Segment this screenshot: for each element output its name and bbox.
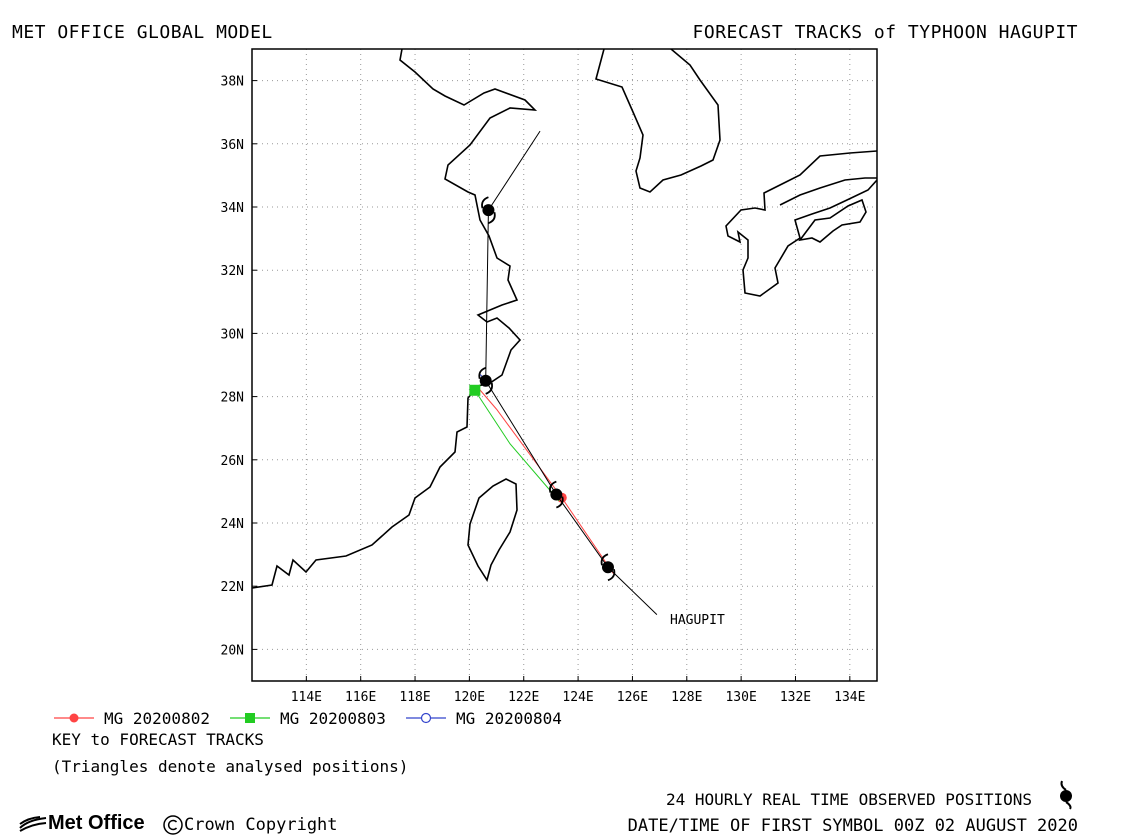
forecast-title: FORECAST TRACKS of TYPHOON HAGUPIT: [692, 22, 1078, 43]
forecast-point-green: [469, 384, 481, 396]
legend-label: MG 20200804: [455, 708, 562, 728]
coastline-honshu-inner: [779, 177, 877, 206]
tick-label-lon: 128E: [671, 690, 702, 705]
coastline-shikoku: [798, 198, 867, 243]
tracks: [469, 130, 658, 615]
tick-label-lon: 124E: [562, 690, 593, 705]
tick-label-lat: 28N: [221, 391, 244, 406]
typhoon-symbol-arm: [478, 366, 487, 380]
observed-track-line: [485, 130, 658, 615]
tick-label-lon: 114E: [291, 690, 322, 705]
typhoon-symbol-icon: [478, 366, 493, 395]
legend-marker-red: [54, 713, 94, 723]
first-symbol-datetime: DATE/TIME OF FIRST SYMBOL 00Z 02 AUGUST …: [627, 816, 1078, 836]
tick-label-lon: 134E: [834, 690, 865, 705]
track-legend: MG 20200802 MG 20200803 MG 20200804: [52, 706, 580, 730]
axis-ticks: 114E 116E 118E 120E 122E 124E 126E 128E 130E 132E…: [221, 75, 866, 705]
typhoon-symbol-arm: [600, 553, 609, 566]
tick-label-lat: 34N: [221, 201, 244, 216]
typhoon-symbol-core: [482, 204, 495, 217]
typhoon-symbol-icon: [1060, 780, 1072, 810]
coastlines: [252, 49, 877, 589]
legend-entry-20200802: MG 20200802: [52, 709, 210, 728]
coastline-china: [252, 49, 538, 589]
met-office-logo-icon: [19, 815, 47, 832]
tick-label-lon: 126E: [617, 690, 648, 705]
map-grid: [252, 49, 877, 681]
coastline-japan: [725, 150, 877, 297]
brand-name: Met Office: [48, 812, 145, 834]
legend-label: MG 20200803: [279, 708, 386, 728]
typhoon-symbol-arm: [555, 496, 564, 509]
forecast-track-line: [474, 390, 560, 502]
storm-name-label: HAGUPIT: [670, 613, 725, 628]
legend-marker-blue: [405, 712, 446, 724]
typhoon-symbol-icon: [481, 196, 496, 225]
typhoon-symbol-arm: [549, 480, 557, 493]
typhoon-symbol-arm: [488, 211, 496, 225]
forecast-track-line: [477, 386, 614, 574]
tick-label-lat: 24N: [221, 517, 244, 532]
copyright-notice: Crown Copyright: [162, 814, 338, 836]
tick-label-lon: 132E: [780, 690, 811, 705]
typhoon-symbol-core: [550, 488, 563, 501]
key-title: KEY to FORECAST TRACKS: [52, 730, 264, 749]
tick-label-lat: 20N: [221, 643, 244, 658]
tick-label-lat: 36N: [221, 138, 244, 153]
copyright-icon: [163, 815, 183, 835]
tick-label-lon: 116E: [345, 690, 376, 705]
legend-entry-20200804: MG 20200804: [404, 709, 562, 728]
copyright-text: Crown Copyright: [184, 815, 338, 835]
typhoon-symbol-icon: [549, 480, 564, 509]
tick-label-lat: 26N: [221, 454, 244, 469]
tick-label-lat: 30N: [221, 327, 244, 342]
tick-label-lon: 118E: [399, 690, 430, 705]
coastline-taiwan: [467, 478, 518, 582]
legend-label: MG 20200802: [104, 708, 210, 728]
typhoon-symbol-core: [479, 374, 492, 387]
coastline-korea: [595, 49, 721, 193]
observed-note: 24 HOURLY REAL TIME OBSERVED POSITIONS: [665, 790, 1032, 809]
tick-label-lat: 38N: [221, 75, 244, 90]
tick-label-lat: 22N: [221, 580, 244, 595]
typhoon-symbol-arm: [485, 382, 493, 395]
tick-label-lat: 32N: [221, 264, 244, 279]
tick-label-lon: 122E: [508, 690, 539, 705]
legend-marker-green: [229, 713, 270, 723]
legend-entry-20200803: MG 20200803: [228, 709, 386, 728]
map-frame: [251, 48, 878, 682]
met-office-logo: Met Office: [18, 812, 145, 835]
tick-label-lon: 120E: [454, 690, 485, 705]
typhoon-symbol-arm: [607, 569, 616, 582]
typhoon-symbol-arm: [481, 196, 489, 209]
typhoon-symbol-icon: [600, 553, 616, 582]
typhoon-symbol-core: [601, 561, 614, 574]
key-note: (Triangles denote analysed positions): [52, 757, 409, 776]
model-title: MET OFFICE GLOBAL MODEL: [12, 22, 273, 43]
tick-label-lon: 130E: [725, 690, 756, 705]
